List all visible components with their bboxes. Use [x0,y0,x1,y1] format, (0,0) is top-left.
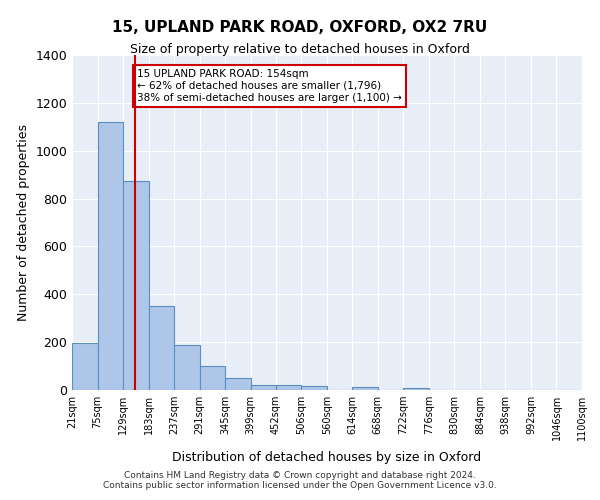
Bar [251,384,276,390]
Y-axis label: Number of detached properties: Number of detached properties [17,124,30,321]
Bar [174,344,200,390]
Text: 15, UPLAND PARK ROAD, OXFORD, OX2 7RU: 15, UPLAND PARK ROAD, OXFORD, OX2 7RU [112,20,488,35]
Text: Size of property relative to detached houses in Oxford: Size of property relative to detached ho… [130,42,470,56]
X-axis label: Distribution of detached houses by size in Oxford: Distribution of detached houses by size … [172,451,482,464]
Bar [352,387,378,390]
Bar [403,388,429,390]
Text: Contains HM Land Registry data © Crown copyright and database right 2024.
Contai: Contains HM Land Registry data © Crown c… [103,470,497,490]
Bar [276,384,301,390]
Bar [72,344,98,390]
Text: 15 UPLAND PARK ROAD: 154sqm
← 62% of detached houses are smaller (1,796)
38% of : 15 UPLAND PARK ROAD: 154sqm ← 62% of det… [137,70,402,102]
Bar [149,306,174,390]
Bar [225,378,251,390]
Bar [301,386,327,390]
Bar [123,180,149,390]
Bar [98,122,123,390]
Bar [200,366,225,390]
